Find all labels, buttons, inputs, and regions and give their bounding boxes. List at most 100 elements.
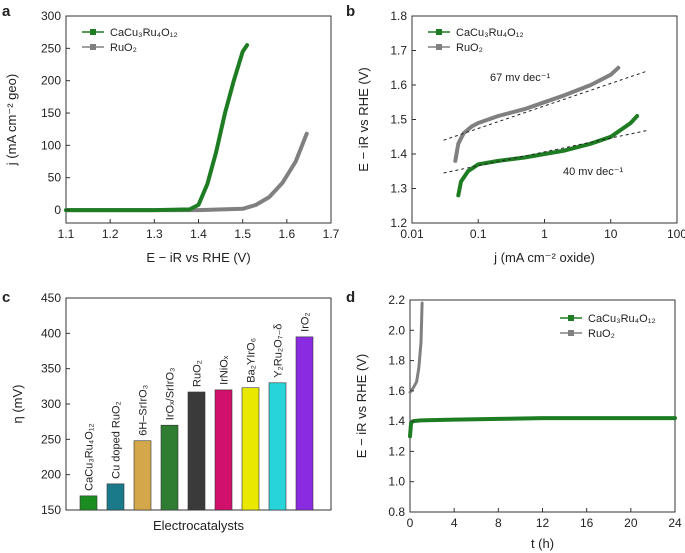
d-ytick-label: 1.8 (388, 354, 405, 368)
c-bar-label: IrNiOₓ (219, 355, 231, 385)
b-series-line (453, 65, 621, 163)
d-legend-marker (568, 315, 574, 321)
c-bar (241, 387, 260, 511)
d-series-line (408, 301, 424, 394)
b-ytick-label: 1.8 (390, 9, 407, 23)
c-bar-label: CaCu₃Ru₄O₁₂ (84, 423, 96, 491)
d-ylabel: E − iR vs RHE (V) (354, 354, 369, 458)
b-ylabel: E − iR vs RHE (V) (356, 67, 371, 171)
d-xtick-label: 8 (495, 516, 502, 530)
panel-b-letter: b (346, 3, 355, 20)
b-xlabel: j (mA cm⁻² oxide) (493, 250, 595, 265)
d-xtick-label: 24 (668, 516, 682, 530)
a-xtick-label: 1.1 (58, 227, 75, 241)
a-ytick-label: 300 (41, 9, 61, 23)
a-xtick-label: 1.3 (146, 227, 163, 241)
d-xtick-label: 0 (407, 516, 414, 530)
d-ytick-label: 0.8 (388, 505, 405, 519)
d-xtick-label: 12 (536, 516, 550, 530)
b-annotation-cacu: 40 mv dec⁻¹ (563, 166, 624, 178)
c-ylabel: η (mV) (10, 385, 25, 424)
panel-d-letter: d (346, 289, 355, 306)
a-ytick-label: 0 (54, 203, 61, 217)
b-xtick-label: 1 (541, 227, 548, 241)
a-ytick-label: 250 (41, 41, 61, 55)
d-xtick-label: 4 (451, 516, 458, 530)
b-legend-label: RuO₂ (456, 42, 483, 54)
a-legend-marker (90, 29, 96, 35)
panel-c-letter: c (2, 289, 10, 306)
d-plot-frame (409, 299, 676, 513)
d-ytick-label: 2.2 (388, 293, 405, 307)
c-bar (79, 495, 98, 511)
c-bar (268, 382, 287, 511)
a-xtick-label: 1.2 (102, 227, 119, 241)
panel-d-chart: 0 4 8 12 16 20 24 0.8 1.0 1.2 1.4 1.6 1.8 2.0 2.2 CaCu₃… (354, 293, 682, 551)
b-legend-marker (436, 44, 442, 50)
b-ytick-label: 1.3 (390, 182, 407, 196)
panel-b-chart: 0.01 0.1 1 10 100 1.2 1.3 1.4 1.5 1.6 1.7 1.8 CaCu₃R… (356, 9, 685, 265)
a-xtick-label: 1.7 (323, 227, 340, 241)
d-ytick-label: 1.0 (388, 475, 405, 489)
d-xtick-label: 16 (580, 516, 594, 530)
d-ytick-label: 1.6 (388, 384, 405, 398)
c-bar (133, 440, 152, 511)
a-legend-label: RuO₂ (110, 42, 137, 54)
a-series-line (64, 43, 250, 213)
a-xtick-label: 1.4 (190, 227, 207, 241)
a-xtick-label: 1.5 (234, 227, 251, 241)
c-bar (295, 336, 314, 511)
b-annotation-ruo2: 67 mv dec⁻¹ (490, 72, 551, 84)
c-bar (187, 391, 206, 511)
b-plot-frame (411, 15, 678, 224)
b-fit-line (443, 130, 647, 174)
a-ylabel: j (mA cm⁻² geo) (4, 74, 19, 166)
c-xlabel: Electrocatalysts (153, 518, 245, 533)
a-xtick-label: 1.6 (278, 227, 295, 241)
b-ytick-label: 1.4 (390, 147, 407, 161)
a-ytick-label: 150 (41, 106, 61, 120)
b-xtick-label: 0.1 (470, 227, 487, 241)
a-legend-label: CaCu₃Ru₄O₁₂ (110, 27, 178, 39)
d-xlabel: t (h) (531, 536, 554, 551)
b-xtick-label: 0.01 (400, 227, 424, 241)
c-ytick-label: 250 (41, 432, 61, 446)
d-series-line (408, 416, 677, 439)
panel-a-chart: 1.1 1.2 1.3 1.4 1.5 1.6 1.7 0 50 100 150 200 250 300 C… (4, 9, 340, 265)
c-ytick-label: 150 (41, 503, 61, 517)
a-plot-frame (65, 15, 332, 224)
b-series-line (456, 114, 640, 198)
b-xtick-label: 10 (604, 227, 618, 241)
c-bar-label: IrOₓ/SrIrO₃ (165, 367, 177, 420)
c-bar-label: 6H–SrIrO₃ (138, 385, 150, 436)
d-ytick-label: 2.0 (388, 323, 405, 337)
a-ytick-label: 100 (41, 138, 61, 152)
b-ytick-label: 1.2 (390, 216, 407, 230)
b-xtick-label: 100 (667, 227, 685, 241)
d-ytick-label: 1.2 (388, 444, 405, 458)
c-ytick-label: 300 (41, 397, 61, 411)
panel-a-letter: a (2, 3, 11, 20)
b-ytick-label: 1.7 (390, 44, 407, 58)
a-series-line (64, 131, 309, 213)
c-bar-label: RuO₂ (192, 360, 204, 387)
a-ytick-label: 200 (41, 74, 61, 88)
c-ytick-label: 400 (41, 326, 61, 340)
c-bar (106, 483, 125, 511)
a-ytick-label: 50 (48, 171, 62, 185)
c-ytick-label: 350 (41, 362, 61, 376)
a-legend-marker (90, 44, 96, 50)
c-bar-label: Ba₂YIrO₆ (246, 338, 258, 383)
d-ytick-label: 1.4 (388, 414, 405, 428)
c-bar-label: Y₂Ru₂O₇₋δ (273, 324, 285, 378)
c-bar-label: IrO₂ (300, 312, 312, 332)
d-legend-label: RuO₂ (588, 328, 615, 340)
b-ytick-label: 1.5 (390, 113, 407, 127)
c-ytick-label: 450 (41, 291, 61, 305)
c-bar (214, 389, 233, 511)
d-legend-marker (568, 330, 574, 336)
b-legend-label: CaCu₃Ru₄O₁₂ (456, 27, 524, 39)
c-bar-label: Cu doped RuO₂ (111, 401, 123, 479)
c-ytick-label: 200 (41, 468, 61, 482)
